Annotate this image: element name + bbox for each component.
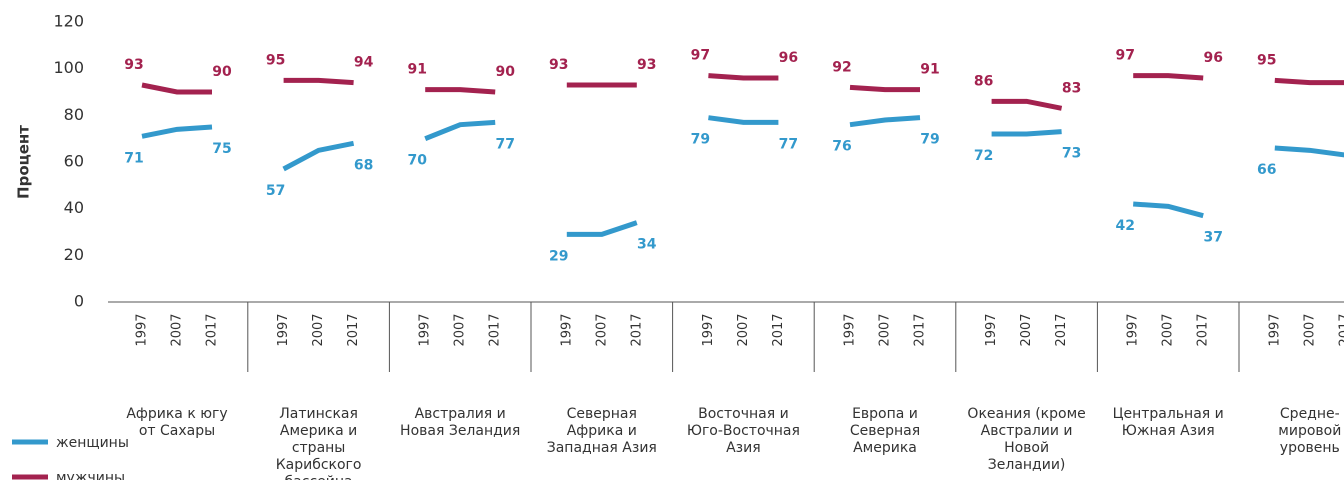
legend-label: женщины <box>56 435 129 451</box>
x-tick-label: 2017 <box>1337 313 1344 346</box>
y-tick-label: 0 <box>74 292 84 311</box>
data-label: 91 <box>407 62 426 78</box>
x-tick-label: 2017 <box>1054 313 1069 346</box>
x-tick-label: 1997 <box>276 313 291 346</box>
x-tick-label: 2007 <box>170 313 185 346</box>
data-label: 79 <box>691 132 710 148</box>
x-tick-label: 2007 <box>1161 313 1176 346</box>
series-line <box>708 73 779 81</box>
series-line <box>282 140 355 172</box>
x-tick-label: 2007 <box>311 313 326 346</box>
y-tick-label: 40 <box>64 198 84 217</box>
y-tick-label: 120 <box>53 12 84 31</box>
data-label: 90 <box>212 64 232 80</box>
group-label: Океания (кроме Австралии и Новой Зеланди… <box>967 406 1086 473</box>
x-tick-label: 2017 <box>629 313 644 346</box>
y-tick-label: 20 <box>64 245 84 264</box>
group-label: Латинская Америка и страны Карибского ба… <box>275 406 362 480</box>
data-label: 29 <box>549 248 568 264</box>
x-tick-label: 1997 <box>843 313 858 346</box>
series-line <box>141 82 212 95</box>
data-label: 68 <box>354 157 373 173</box>
x-tick-label: 1997 <box>1267 313 1282 346</box>
series-line <box>991 129 1062 137</box>
data-label: 77 <box>779 136 798 152</box>
data-label: 75 <box>212 141 231 157</box>
series-line <box>283 77 354 86</box>
x-tick-label: 1997 <box>559 313 574 346</box>
x-tick-label: 2017 <box>346 313 361 346</box>
series-line <box>708 115 779 125</box>
group-label: Африка к югу от Сахары <box>126 406 228 439</box>
series-line <box>1274 145 1344 158</box>
data-label: 73 <box>1062 146 1081 162</box>
data-label: 66 <box>1257 162 1276 178</box>
data-label: 93 <box>124 57 143 73</box>
x-tick-label: 2007 <box>736 313 751 346</box>
data-label: 96 <box>779 50 798 66</box>
data-label: 95 <box>1257 52 1276 68</box>
x-tick-label: 2007 <box>594 313 609 346</box>
data-label: 42 <box>1115 218 1134 234</box>
x-tick-label: 1997 <box>984 313 999 346</box>
data-label: 37 <box>1203 230 1222 246</box>
x-tick-label: 2017 <box>771 313 786 346</box>
y-tick-label: 80 <box>64 105 84 124</box>
data-label: 76 <box>832 139 851 155</box>
data-label: 72 <box>974 148 993 164</box>
x-tick-label: 1997 <box>1126 313 1141 346</box>
x-tick-label: 2017 <box>488 313 503 346</box>
data-label: 90 <box>495 64 515 80</box>
x-tick-label: 1997 <box>135 313 150 346</box>
group-label: Австралия и Новая Зеландия <box>400 406 521 439</box>
group-label: Северная Африка и Западная Азия <box>546 406 657 456</box>
data-label: 93 <box>549 57 568 73</box>
group-label: Европа и Северная Америка <box>849 406 921 456</box>
data-label: 97 <box>691 48 710 64</box>
y-tick-label: 100 <box>53 58 84 77</box>
y-tick-label: 60 <box>64 152 84 171</box>
series-line <box>141 124 213 139</box>
data-label: 97 <box>1115 48 1134 64</box>
data-label: 86 <box>974 73 993 89</box>
series-line <box>991 98 1063 111</box>
data-label: 92 <box>832 59 851 75</box>
data-label: 57 <box>266 183 285 199</box>
x-tick-label: 2007 <box>1019 313 1034 346</box>
x-tick-label: 1997 <box>418 313 433 346</box>
series-line <box>1274 77 1344 86</box>
group-label: Средне-мировой уровень <box>1278 406 1342 456</box>
series-line <box>425 87 496 95</box>
data-label: 77 <box>495 136 514 152</box>
data-label: 93 <box>637 57 656 73</box>
series-line <box>1133 73 1204 81</box>
series-line <box>1133 201 1204 219</box>
data-label: 70 <box>407 153 427 169</box>
group-label: Центральная и Южная Азия <box>1112 406 1224 439</box>
x-tick-label: 2007 <box>453 313 468 346</box>
y-axis-label: Процент <box>15 125 33 199</box>
group-label: Восточная и Юго-Восточная Азия <box>686 406 800 456</box>
legend-label: мужчины <box>56 470 125 480</box>
series-line <box>849 115 921 128</box>
x-tick-label: 2017 <box>1196 313 1211 346</box>
x-tick-label: 2017 <box>913 313 928 346</box>
data-label: 95 <box>266 52 285 68</box>
series-line <box>566 220 638 237</box>
x-tick-label: 2017 <box>205 313 220 346</box>
series-line <box>424 119 496 141</box>
data-label: 79 <box>920 132 939 148</box>
data-label: 34 <box>637 237 657 253</box>
x-tick-label: 2007 <box>878 313 893 346</box>
series-line <box>849 84 920 93</box>
data-label: 83 <box>1062 80 1081 96</box>
data-label: 96 <box>1203 50 1222 66</box>
x-tick-label: 2007 <box>1302 313 1317 346</box>
data-label: 91 <box>920 62 939 78</box>
data-label: 71 <box>124 150 143 166</box>
data-label: 94 <box>354 55 374 71</box>
x-tick-label: 1997 <box>701 313 716 346</box>
